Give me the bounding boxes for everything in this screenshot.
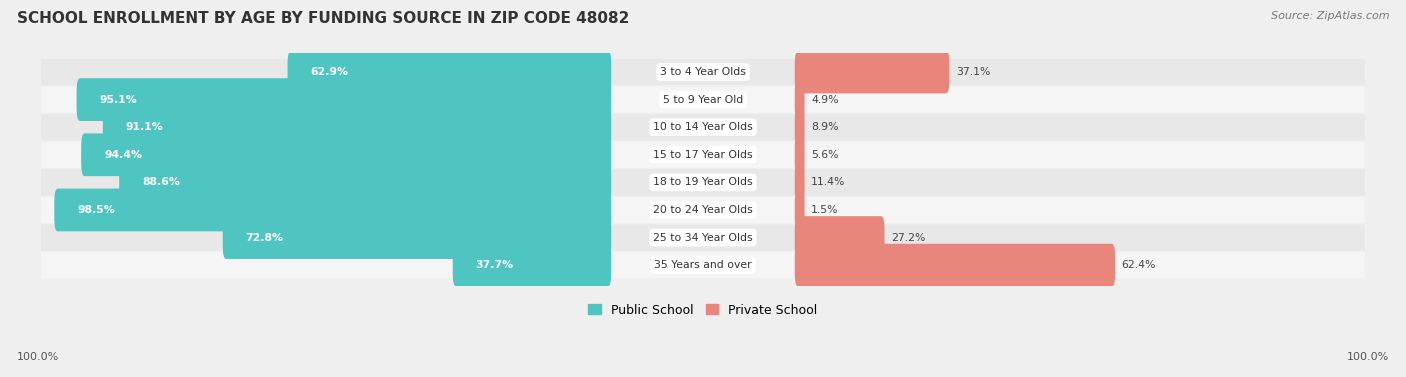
FancyBboxPatch shape [794, 188, 804, 231]
FancyBboxPatch shape [41, 114, 1365, 140]
Text: SCHOOL ENROLLMENT BY AGE BY FUNDING SOURCE IN ZIP CODE 48082: SCHOOL ENROLLMENT BY AGE BY FUNDING SOUR… [17, 11, 630, 26]
FancyBboxPatch shape [222, 216, 612, 259]
FancyBboxPatch shape [41, 197, 1365, 223]
FancyBboxPatch shape [794, 106, 804, 149]
Text: 98.5%: 98.5% [77, 205, 115, 215]
FancyBboxPatch shape [794, 161, 804, 204]
Text: 4.9%: 4.9% [811, 95, 838, 104]
FancyBboxPatch shape [41, 169, 1365, 196]
Text: 1.5%: 1.5% [811, 205, 838, 215]
Text: 15 to 17 Year Olds: 15 to 17 Year Olds [654, 150, 752, 160]
Text: 27.2%: 27.2% [891, 233, 925, 242]
Text: Source: ZipAtlas.com: Source: ZipAtlas.com [1271, 11, 1389, 21]
Text: 5.6%: 5.6% [811, 150, 838, 160]
Text: 11.4%: 11.4% [811, 177, 845, 187]
FancyBboxPatch shape [41, 142, 1365, 168]
FancyBboxPatch shape [794, 244, 1115, 287]
FancyBboxPatch shape [794, 216, 884, 259]
FancyBboxPatch shape [55, 188, 612, 231]
Text: 5 to 9 Year Old: 5 to 9 Year Old [662, 95, 744, 104]
FancyBboxPatch shape [103, 106, 612, 149]
Legend: Public School, Private School: Public School, Private School [583, 299, 823, 322]
FancyBboxPatch shape [794, 78, 804, 121]
Text: 18 to 19 Year Olds: 18 to 19 Year Olds [654, 177, 752, 187]
Text: 62.4%: 62.4% [1122, 260, 1156, 270]
Text: 91.1%: 91.1% [125, 122, 163, 132]
Text: 62.9%: 62.9% [311, 67, 349, 77]
Text: 94.4%: 94.4% [104, 150, 142, 160]
Text: 3 to 4 Year Olds: 3 to 4 Year Olds [659, 67, 747, 77]
FancyBboxPatch shape [41, 252, 1365, 278]
Text: 95.1%: 95.1% [100, 95, 138, 104]
FancyBboxPatch shape [41, 59, 1365, 85]
FancyBboxPatch shape [794, 133, 804, 176]
Text: 35 Years and over: 35 Years and over [654, 260, 752, 270]
FancyBboxPatch shape [82, 133, 612, 176]
FancyBboxPatch shape [41, 224, 1365, 251]
FancyBboxPatch shape [41, 86, 1365, 113]
Text: 10 to 14 Year Olds: 10 to 14 Year Olds [654, 122, 752, 132]
Text: 100.0%: 100.0% [17, 352, 59, 362]
Text: 8.9%: 8.9% [811, 122, 838, 132]
Text: 100.0%: 100.0% [1347, 352, 1389, 362]
Text: 20 to 24 Year Olds: 20 to 24 Year Olds [654, 205, 752, 215]
FancyBboxPatch shape [794, 51, 949, 93]
Text: 37.1%: 37.1% [956, 67, 990, 77]
Text: 72.8%: 72.8% [246, 233, 284, 242]
FancyBboxPatch shape [288, 51, 612, 93]
Text: 37.7%: 37.7% [475, 260, 513, 270]
Text: 25 to 34 Year Olds: 25 to 34 Year Olds [654, 233, 752, 242]
FancyBboxPatch shape [76, 78, 612, 121]
FancyBboxPatch shape [120, 161, 612, 204]
FancyBboxPatch shape [453, 244, 612, 287]
Text: 88.6%: 88.6% [142, 177, 180, 187]
